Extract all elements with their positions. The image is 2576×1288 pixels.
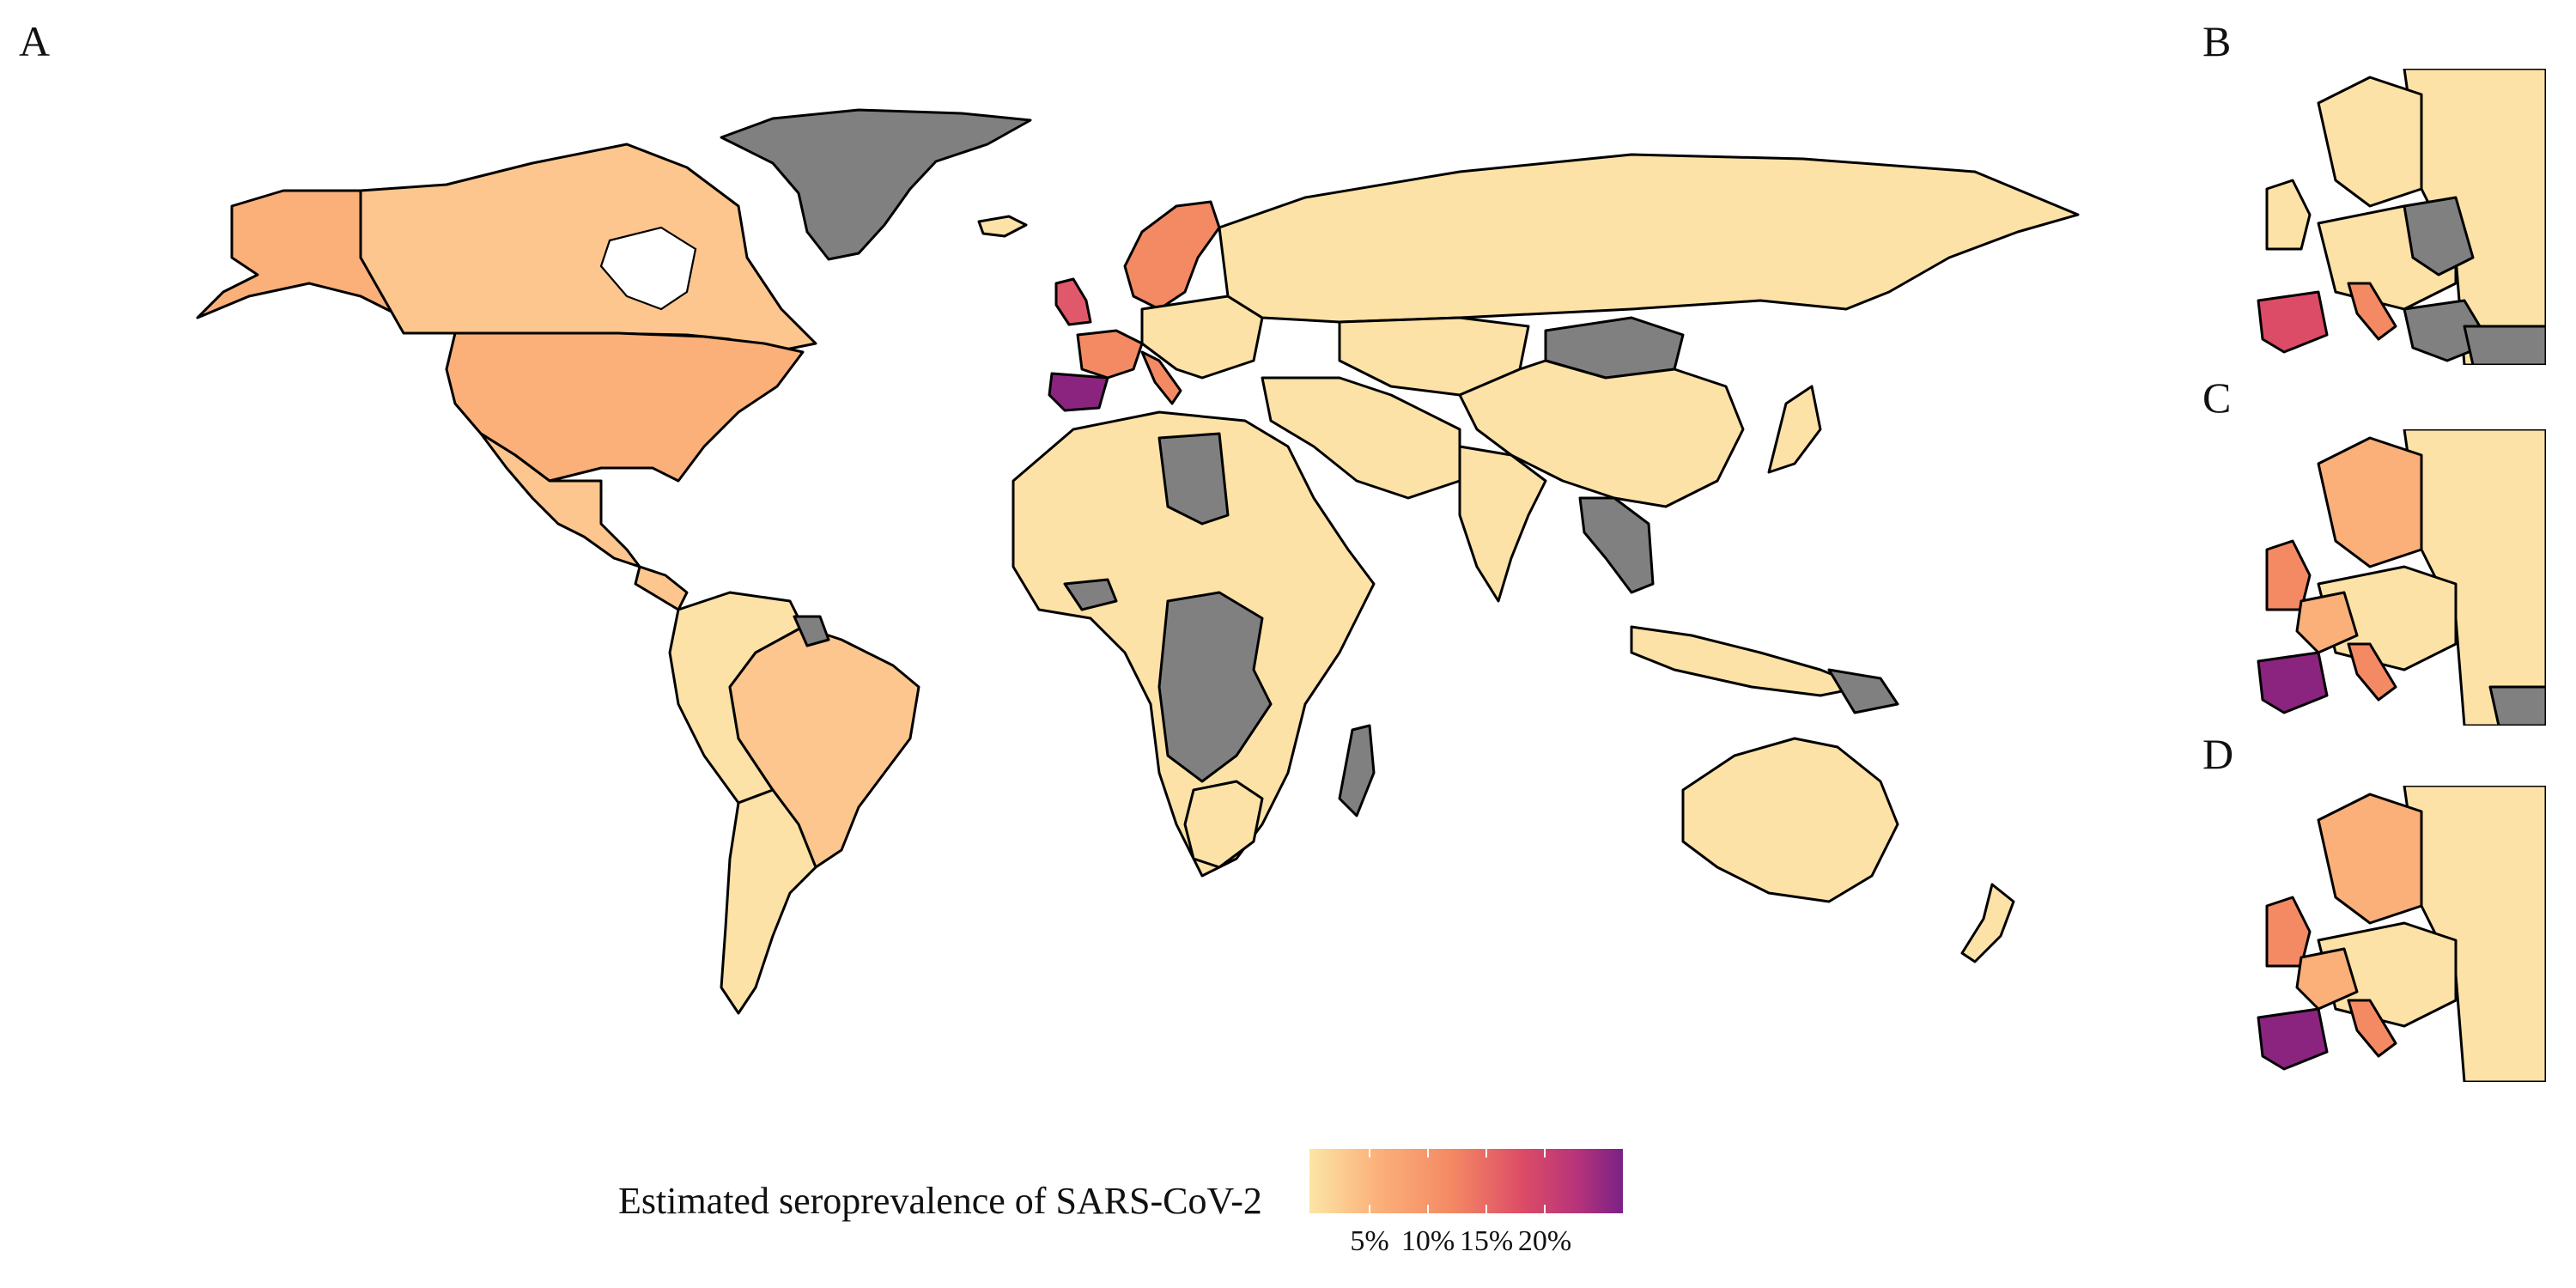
panel-label-b: B	[2202, 17, 2231, 65]
inset-c-france	[2295, 591, 2359, 654]
inset-d-france	[2295, 947, 2359, 1011]
country-papua-new-guinea	[1827, 668, 1899, 714]
panel-label-d: D	[2202, 730, 2233, 778]
region-central-africa-grey	[1157, 591, 1273, 783]
lake-hudson-bay	[599, 226, 697, 311]
europe-inset-b	[2245, 69, 2546, 365]
inset-b-grey-east	[2403, 196, 2475, 276]
region-central-america	[634, 565, 689, 611]
legend: Estimated seroprevalence of SARS-CoV-2 5…	[618, 1149, 1623, 1257]
country-uk	[1054, 277, 1092, 326]
region-maritime-southeast-asia	[1630, 625, 1865, 697]
country-usa	[445, 331, 805, 483]
region-middle-east	[1261, 376, 1461, 500]
panel-label-a: A	[19, 17, 50, 65]
country-italy	[1140, 350, 1182, 405]
legend-tick-label-15: 15%	[1460, 1225, 1513, 1257]
country-greenland	[720, 108, 1032, 261]
country-brazil	[728, 625, 920, 869]
inset-b-scandinavia	[2317, 76, 2423, 208]
region-west-africa-grey	[1063, 578, 1118, 611]
inset-c-turkey-grey	[2488, 685, 2546, 726]
country-new-zealand	[1960, 883, 2015, 963]
region-southeast-asia-grey	[1578, 496, 1655, 594]
legend-tick-label-5: 5%	[1350, 1225, 1388, 1257]
legend-title: Estimated seroprevalence of SARS-CoV-2	[618, 1180, 1262, 1222]
inset-c-scandinavia	[2317, 436, 2423, 568]
europe-inset-d	[2245, 786, 2546, 1082]
panel-label-c: C	[2202, 374, 2231, 422]
inset-c-uk	[2265, 539, 2312, 611]
inset-c-italy	[2347, 642, 2397, 702]
region-southern-africa	[1183, 780, 1264, 869]
inset-d-uk	[2265, 896, 2312, 968]
country-guyana	[793, 615, 830, 647]
europe-inset-c	[2245, 429, 2546, 726]
inset-d-spain	[2257, 1007, 2329, 1071]
country-russia	[1218, 153, 2080, 324]
legend-tick-label-10: 10%	[1401, 1225, 1455, 1257]
country-australia	[1681, 737, 1899, 903]
inset-b-turkey-grey	[2463, 325, 2546, 365]
legend-tick-label-20: 20%	[1518, 1225, 1571, 1257]
country-china	[1458, 359, 1745, 508]
inset-b-italy	[2347, 282, 2397, 341]
inset-b-uk	[2265, 179, 2312, 251]
country-france	[1076, 329, 1144, 380]
country-libya	[1157, 432, 1230, 526]
inset-d-scandinavia	[2317, 793, 2423, 925]
country-india	[1458, 445, 1547, 603]
country-canada	[359, 143, 817, 354]
country-scandinavia	[1123, 200, 1221, 311]
country-madagascar	[1338, 724, 1376, 817]
country-iceland	[977, 215, 1028, 238]
legend-colorbar	[1309, 1149, 1623, 1213]
country-spain	[1048, 372, 1109, 412]
inset-d-italy	[2347, 999, 2397, 1058]
world-map	[196, 108, 2080, 1015]
country-japan	[1767, 385, 1822, 474]
inset-b-spain	[2257, 290, 2329, 354]
region-southern-cone	[720, 788, 817, 1015]
inset-c-spain	[2257, 651, 2329, 714]
